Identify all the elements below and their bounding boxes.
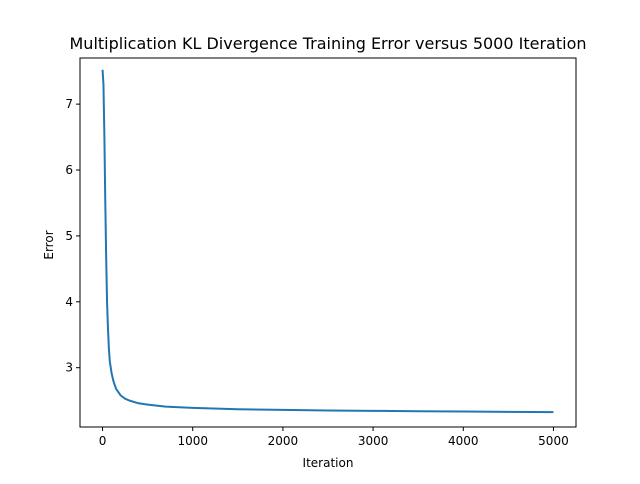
- y-tick-label: 7: [65, 97, 73, 111]
- y-tick-label: 5: [65, 229, 73, 243]
- x-tick-label: 2000: [268, 434, 299, 448]
- x-tick-label: 0: [99, 434, 107, 448]
- x-tick-label: 5000: [538, 434, 569, 448]
- chart-title: Multiplication KL Divergence Training Er…: [70, 34, 587, 53]
- y-axis-label: Error: [42, 230, 56, 259]
- plot-area: 0 1000 2000 3000 4000 5000 3 4 5 6 7: [65, 57, 577, 448]
- x-axis-label: Iteration: [303, 456, 354, 470]
- y-tick-label: 3: [65, 361, 73, 375]
- axes-frame: [79, 57, 577, 428]
- y-tick-label: 6: [65, 163, 73, 177]
- x-tick-label: 1000: [177, 434, 208, 448]
- x-tick-label: 4000: [448, 434, 479, 448]
- series-line-0: [101, 69, 554, 414]
- y-tick-label: 4: [65, 295, 73, 309]
- x-tick-label: 3000: [358, 434, 389, 448]
